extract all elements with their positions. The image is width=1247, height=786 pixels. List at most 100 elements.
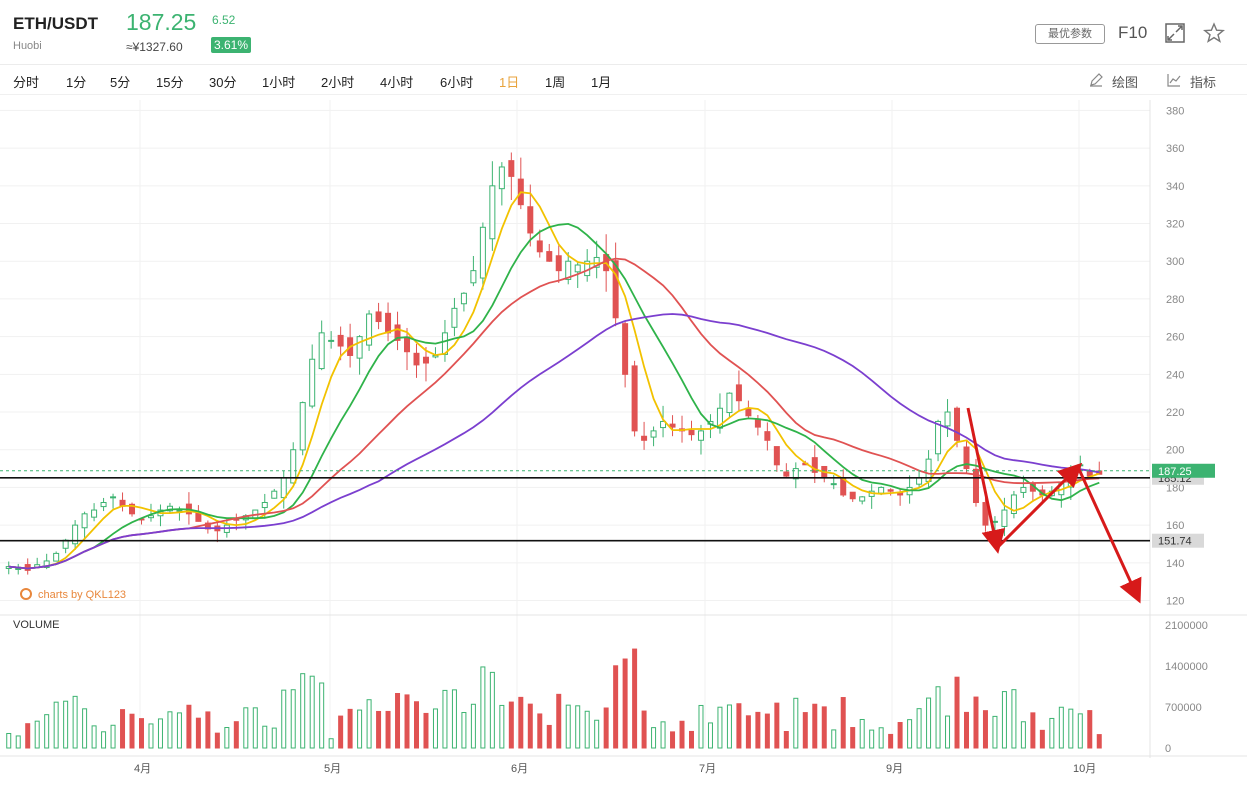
tab-1hour[interactable]: 1小时: [262, 75, 296, 90]
volume-bar: [812, 703, 818, 749]
candle-body: [366, 313, 373, 346]
volume-tick-label: 0: [1165, 743, 1171, 755]
volume-bar: [736, 703, 742, 749]
volume-bar: [641, 710, 647, 749]
volume-bar: [15, 735, 21, 749]
volume-bar: [167, 711, 173, 749]
volume-bar: [632, 648, 638, 749]
candle-body: [375, 311, 382, 323]
volume-bar: [63, 700, 69, 749]
indicator-button[interactable]: 指标: [1167, 72, 1216, 91]
price-tick-label: 180: [1166, 482, 1184, 494]
volume-bar: [271, 727, 277, 749]
volume-bar: [139, 718, 144, 749]
volume-bar: [414, 701, 419, 749]
star-icon[interactable]: [1202, 22, 1226, 44]
x-tick-label: 10月: [1073, 763, 1096, 775]
candle-body: [1077, 464, 1084, 467]
volume-bar: [945, 715, 951, 749]
candle-body: [1020, 486, 1027, 493]
tab-2hour[interactable]: 2小时: [321, 75, 355, 90]
candle-body: [811, 457, 818, 473]
volume-bar: [584, 710, 590, 749]
volume-bar: [214, 732, 220, 749]
optimal-params-button[interactable]: 最优参数: [1035, 24, 1105, 44]
candle-body: [356, 336, 363, 359]
candle-body: [176, 509, 183, 512]
tab-1min[interactable]: 1分: [66, 75, 87, 90]
volume-bar: [594, 719, 600, 749]
volume-bar: [1068, 708, 1074, 749]
tab-1month[interactable]: 1月: [591, 75, 612, 90]
candle-body: [935, 420, 942, 455]
annotation-arrow: [966, 407, 1006, 554]
last-price: 187.25: [126, 9, 197, 35]
volume-bar: [527, 703, 533, 749]
price-tick-label: 140: [1166, 558, 1184, 570]
f10-button[interactable]: F10: [1118, 23, 1148, 42]
volume-bar: [679, 720, 685, 749]
price-tick-label: 300: [1166, 256, 1184, 268]
volume-bar: [328, 738, 334, 749]
candle-body: [660, 420, 667, 429]
volume-bar: [698, 704, 704, 749]
draw-tool-button[interactable]: 绘图: [1090, 72, 1138, 91]
candle-body: [460, 292, 467, 305]
volume-bar: [451, 689, 457, 749]
volume-bar: [44, 714, 50, 749]
volume-bar: [1049, 717, 1055, 749]
volume-bar: [309, 675, 315, 749]
volume-bar: [717, 706, 723, 749]
tab-6hour[interactable]: 6小时: [440, 75, 474, 90]
candle-body: [641, 435, 648, 441]
volume-bar: [157, 718, 163, 749]
price-tick-label: 160: [1166, 520, 1184, 532]
candle-body: [991, 520, 998, 523]
expand-icon[interactable]: [1164, 22, 1186, 44]
volume-bar: [1030, 712, 1036, 749]
timeframe-toolbar: 分时 1分 5分 15分 30分 1小时 2小时 4小时 6小时 1日 1周 1…: [0, 66, 1247, 95]
price-tick-label: 360: [1166, 143, 1184, 155]
tab-timeline[interactable]: 分时: [13, 75, 40, 90]
candle-body: [887, 489, 894, 492]
volume-bar: [1087, 710, 1093, 749]
volume-bar: [745, 715, 751, 749]
candle-body: [299, 402, 306, 451]
volume-bar: [897, 722, 903, 749]
volume-bar: [651, 727, 657, 749]
candle-body: [309, 358, 316, 407]
candle-body: [385, 312, 392, 334]
candle-body: [916, 477, 923, 485]
tab-30min[interactable]: 30分: [209, 75, 237, 90]
price-volume-chart[interactable]: 380 360 340 320 300 280 260 240 220 200 180 160 140 1…: [0, 95, 1247, 786]
volume-bar: [120, 709, 126, 749]
candle-body: [982, 502, 989, 526]
tab-1week[interactable]: 1周: [545, 75, 566, 90]
tab-5min[interactable]: 5分: [110, 75, 131, 90]
volume-bar: [992, 715, 998, 749]
candle-body: [470, 270, 477, 284]
volume-bar: [489, 671, 495, 749]
candle-body: [147, 515, 154, 519]
volume-bar: [707, 722, 713, 749]
candle-body: [1010, 494, 1017, 514]
pencil-icon: [1090, 73, 1103, 87]
price-tick-label: 340: [1166, 181, 1184, 193]
volume-bar: [290, 689, 296, 749]
price-axis: 380 360 340 320 300 280 260 240 220 200 180 160 140 1…: [1166, 105, 1184, 607]
candle-body: [498, 166, 505, 190]
candle-body: [53, 552, 60, 562]
candle-body: [404, 336, 411, 353]
x-tick-label: 7月: [699, 763, 716, 775]
candle-body: [100, 502, 107, 508]
volume-bar: [357, 709, 363, 749]
tab-4hour[interactable]: 4小时: [380, 75, 414, 90]
tab-1day[interactable]: 1日: [499, 75, 520, 90]
tab-15min[interactable]: 15分: [156, 75, 184, 90]
volume-bar: [129, 713, 135, 749]
candle-body: [612, 260, 619, 319]
candle-body: [337, 334, 344, 347]
candle-body: [318, 332, 325, 370]
volume-bar: [973, 696, 979, 749]
candle-body: [574, 264, 581, 273]
